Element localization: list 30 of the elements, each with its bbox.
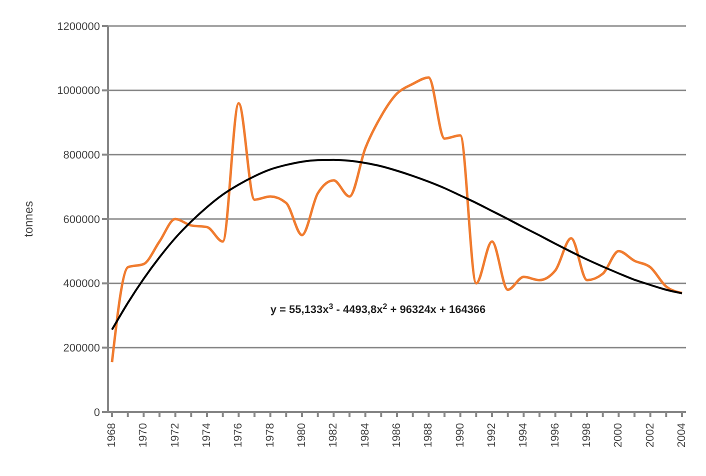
x-tick-label: 2002 [644, 423, 656, 448]
x-tick-label: 1976 [232, 423, 245, 448]
x-tick-label: 1998 [581, 423, 593, 448]
y-axis-title: tonnes [21, 200, 36, 238]
annotation: y = 55,133x$^{3}$ - 4493,8x$^{2}$ + 96324x + 164366 [270, 302, 486, 316]
x-tick-label: 1970 [138, 423, 150, 448]
x-tick-label: 1978 [264, 423, 276, 448]
x-tick-label: 1994 [518, 423, 530, 448]
x-tick-label: 1984 [359, 423, 372, 448]
y-tick-label: 0 [94, 406, 100, 419]
x-tick-label: 1986 [391, 423, 403, 448]
y-tick-label: 600000 [63, 214, 100, 226]
x-tick-label: 1972 [169, 423, 182, 448]
x-tick-label: 1968 [106, 423, 118, 448]
x-tick-label: 1988 [422, 423, 435, 448]
y-tick-label: 1000000 [57, 85, 100, 98]
line-series [110, 76, 684, 364]
x-tick-label: 1982 [328, 423, 340, 448]
y-tick-label: 1200000 [57, 20, 100, 33]
y-tick-label: 400000 [63, 278, 100, 290]
y-tick-label: 800000 [63, 150, 100, 162]
x-tick-label: 2004 [676, 423, 688, 448]
y-tick-label: 200000 [63, 342, 100, 355]
x-tick-label: 2000 [612, 423, 625, 448]
x-tick-label: 1990 [454, 423, 466, 448]
x-tick-label: 1980 [296, 423, 308, 448]
x-tick-label: 1974 [201, 423, 213, 448]
x-tick-label: 1996 [549, 423, 562, 448]
line-series [111, 158, 683, 331]
x-tick-label: 1992 [486, 423, 498, 448]
